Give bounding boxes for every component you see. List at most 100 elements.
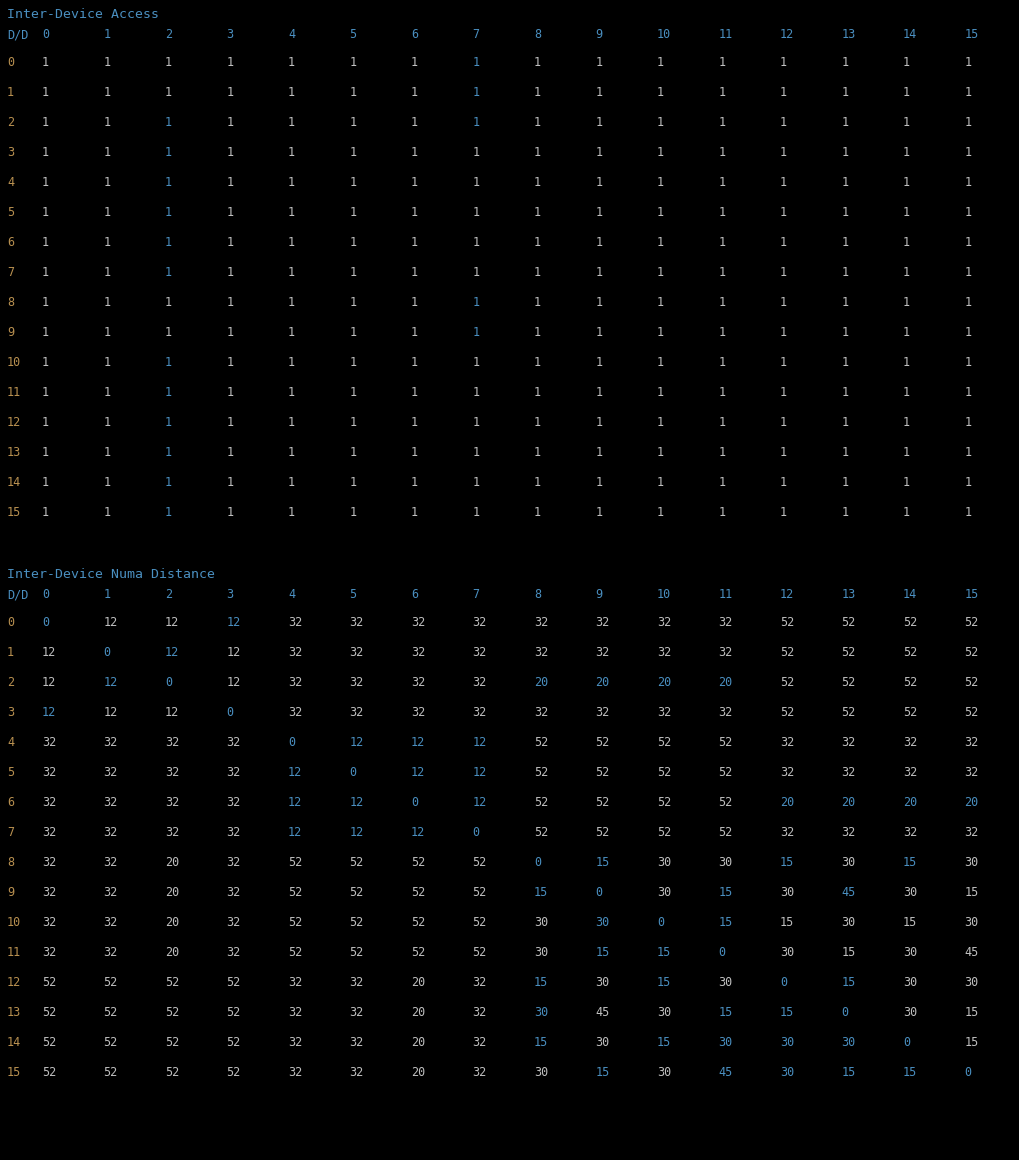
Text: 1: 1 — [718, 56, 726, 68]
Text: 20: 20 — [411, 1006, 425, 1018]
Text: 14: 14 — [903, 29, 917, 42]
Text: 32: 32 — [780, 766, 794, 778]
Text: 32: 32 — [657, 705, 672, 718]
Text: 12: 12 — [165, 705, 179, 718]
Text: 30: 30 — [595, 915, 609, 928]
Text: 20: 20 — [903, 796, 917, 809]
Text: 1: 1 — [411, 175, 418, 188]
Text: 1: 1 — [534, 235, 541, 248]
Text: 32: 32 — [104, 885, 118, 899]
Text: 52: 52 — [965, 675, 979, 689]
Text: 1: 1 — [350, 145, 357, 159]
Text: 32: 32 — [411, 645, 425, 659]
Text: 20: 20 — [165, 945, 179, 958]
Text: 15: 15 — [657, 945, 672, 958]
Text: 20: 20 — [534, 675, 548, 689]
Text: 15: 15 — [657, 976, 672, 988]
Text: 32: 32 — [42, 945, 56, 958]
Text: 2: 2 — [7, 116, 14, 129]
Text: 1: 1 — [288, 506, 296, 519]
Text: 1: 1 — [7, 645, 14, 659]
Text: 1: 1 — [903, 355, 910, 369]
Text: 1: 1 — [780, 296, 787, 309]
Text: 1: 1 — [350, 116, 357, 129]
Text: 0: 0 — [288, 735, 296, 748]
Text: 30: 30 — [842, 1036, 856, 1049]
Text: 1: 1 — [42, 385, 49, 399]
Text: 1: 1 — [7, 86, 14, 99]
Text: 30: 30 — [595, 976, 609, 988]
Text: 15: 15 — [657, 1036, 672, 1049]
Text: 9: 9 — [595, 588, 602, 602]
Text: 30: 30 — [657, 1066, 672, 1079]
Text: 0: 0 — [104, 645, 111, 659]
Text: 52: 52 — [350, 885, 364, 899]
Text: 32: 32 — [350, 1036, 364, 1049]
Text: 30: 30 — [595, 1036, 609, 1049]
Text: 1: 1 — [42, 415, 49, 428]
Text: 52: 52 — [473, 915, 487, 928]
Text: 1: 1 — [165, 205, 172, 218]
Text: 15: 15 — [780, 856, 794, 869]
Text: 1: 1 — [226, 235, 233, 248]
Text: 32: 32 — [165, 766, 179, 778]
Text: 1: 1 — [595, 56, 602, 68]
Text: 32: 32 — [165, 735, 179, 748]
Text: 1: 1 — [473, 86, 480, 99]
Text: 1: 1 — [104, 205, 111, 218]
Text: 1: 1 — [903, 506, 910, 519]
Text: 30: 30 — [534, 1066, 548, 1079]
Text: 1: 1 — [780, 175, 787, 188]
Text: 15: 15 — [780, 915, 794, 928]
Text: 52: 52 — [965, 705, 979, 718]
Text: 52: 52 — [411, 915, 425, 928]
Text: 1: 1 — [842, 116, 849, 129]
Text: 1: 1 — [657, 145, 664, 159]
Text: 0: 0 — [842, 1006, 849, 1018]
Text: 0: 0 — [473, 826, 480, 839]
Text: 15: 15 — [7, 506, 21, 519]
Text: 1: 1 — [288, 175, 296, 188]
Text: 32: 32 — [657, 645, 672, 659]
Text: 15: 15 — [595, 856, 609, 869]
Text: 1: 1 — [657, 296, 664, 309]
Text: 1: 1 — [165, 56, 172, 68]
Text: 32: 32 — [226, 885, 240, 899]
Text: 32: 32 — [42, 766, 56, 778]
Text: 1: 1 — [411, 266, 418, 278]
Text: 52: 52 — [903, 645, 917, 659]
Text: 1: 1 — [42, 116, 49, 129]
Text: 1: 1 — [288, 56, 296, 68]
Text: 10: 10 — [7, 355, 21, 369]
Text: 9: 9 — [7, 885, 14, 899]
Text: 4: 4 — [288, 29, 296, 42]
Text: 1: 1 — [842, 355, 849, 369]
Text: 1: 1 — [104, 476, 111, 488]
Text: 1: 1 — [288, 445, 296, 458]
Text: 1: 1 — [965, 205, 972, 218]
Text: 0: 0 — [7, 616, 14, 629]
Text: 1: 1 — [42, 476, 49, 488]
Text: 15: 15 — [965, 885, 979, 899]
Text: 1: 1 — [165, 116, 172, 129]
Text: 52: 52 — [965, 616, 979, 629]
Text: 32: 32 — [288, 1066, 303, 1079]
Text: 52: 52 — [104, 1066, 118, 1079]
Text: 1: 1 — [903, 116, 910, 129]
Text: 52: 52 — [903, 616, 917, 629]
Text: 0: 0 — [350, 766, 357, 778]
Text: 15: 15 — [718, 885, 733, 899]
Text: 1: 1 — [965, 145, 972, 159]
Text: 20: 20 — [842, 796, 856, 809]
Text: 52: 52 — [657, 826, 672, 839]
Text: 20: 20 — [965, 796, 979, 809]
Text: 32: 32 — [226, 735, 240, 748]
Text: 45: 45 — [965, 945, 979, 958]
Text: 14: 14 — [903, 588, 917, 602]
Text: 1: 1 — [657, 476, 664, 488]
Text: 8: 8 — [534, 29, 541, 42]
Text: 1: 1 — [595, 116, 602, 129]
Text: 6: 6 — [7, 235, 14, 248]
Text: 12: 12 — [104, 705, 118, 718]
Text: 1: 1 — [595, 145, 602, 159]
